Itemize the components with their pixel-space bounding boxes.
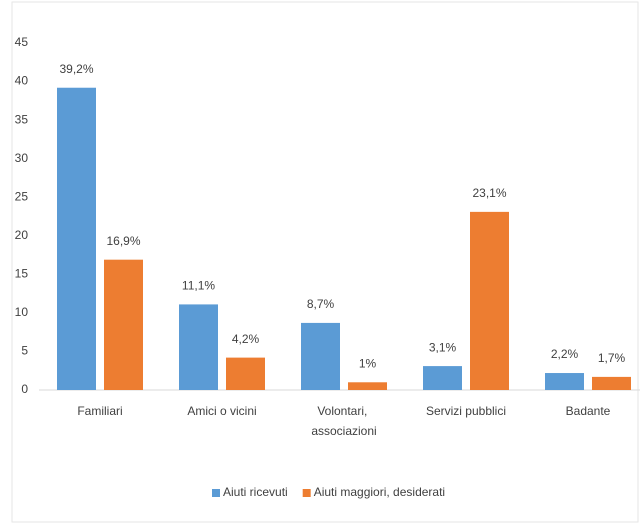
data-label: 3,1% [429,340,457,354]
legend-swatch [212,489,220,497]
data-label: 1% [359,356,377,370]
label-line: Volontari, [317,404,370,418]
y-tick-label: 25 [15,189,29,203]
y-tick-label: 35 [15,112,29,126]
data-label: 39,2% [59,62,93,76]
bar [592,376,631,390]
bar [226,357,265,390]
y-tick-label: 15 [15,267,29,281]
y-tick-label: 40 [15,74,29,88]
legend-swatch [302,489,311,497]
label-line: associazioni [311,424,376,438]
data-label: 4,2% [232,332,260,346]
y-tick-label: 20 [15,228,29,242]
y-tick-label: 45 [15,35,29,49]
bar [348,382,387,390]
y-tick-label: 10 [15,305,29,319]
bar [104,259,143,390]
x-tick-label: Familiari [77,404,122,418]
x-tick-label: Badante [566,404,611,418]
chart-frame [11,1,639,523]
y-tick-label: 30 [15,151,29,165]
bar [545,373,584,390]
bar [57,87,96,391]
y-tick-label: 5 [21,344,28,358]
bar [301,322,340,390]
data-label: 11,1% [182,279,215,293]
x-tick-label: Servizi pubblici [426,404,506,418]
data-label: 1,7% [598,351,626,365]
x-tick-label: Amici o vicini [187,404,256,418]
x-tick-label: Volontari, associazioni [311,404,376,438]
y-tick-label: 0 [21,382,28,396]
bar [179,304,218,390]
bar [423,366,462,390]
data-label: 8,7% [307,297,335,311]
legend-label: Aiuti ricevuti [223,485,288,499]
data-label: 16,9% [106,234,140,248]
legend-label: Aiuti maggiori, desiderati [314,485,445,499]
data-label: 23,1% [472,186,506,200]
bar [470,211,509,390]
data-label: 2,2% [551,347,579,361]
